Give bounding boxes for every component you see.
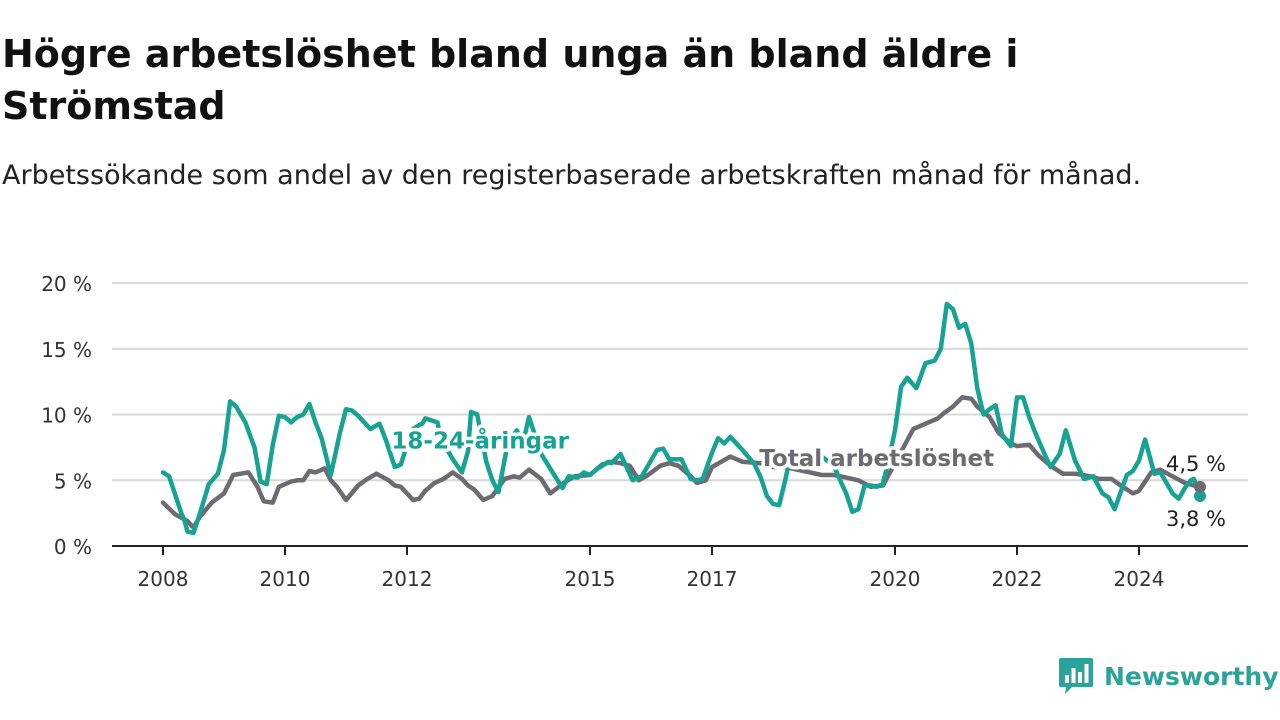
end-marker-0: [1194, 490, 1206, 503]
series-labels: 18-24-åringar Total arbetslöshet: [388, 424, 998, 475]
y-tick-label: 0 %: [54, 535, 92, 559]
x-tick-label: 2020: [870, 567, 921, 591]
page-title: Högre arbetslöshet bland unga än bland ä…: [2, 32, 1019, 128]
y-tick-label: 10 %: [41, 404, 92, 428]
series-label: Total arbetslöshet: [759, 446, 994, 472]
series-label: 18-24-åringar: [391, 428, 569, 455]
x-tick-label: 2017: [687, 567, 738, 591]
gridlines: [112, 282, 1248, 482]
newsworthy-logo[interactable]: Newsworthy: [1058, 654, 1279, 698]
series-lines: [160, 301, 1203, 536]
newsworthy-logo-text: Newsworthy: [1104, 661, 1279, 691]
series-line-1: [160, 395, 1203, 530]
y-tick-label: 15 %: [41, 338, 92, 362]
x-tick-label: 2022: [992, 567, 1043, 591]
x-tick-label: 2024: [1114, 567, 1165, 591]
end-value-label: 4,5 %: [1166, 452, 1226, 476]
newsworthy-logo-icon: [1059, 658, 1093, 694]
x-tick-label: 2015: [565, 567, 616, 591]
x-tick-label: 2008: [138, 567, 189, 591]
end-marker-1: [1194, 480, 1206, 493]
x-tick-label: 2012: [382, 567, 433, 591]
x-axis: 2008 2010 2012 2015 2017 2020 2022 2024: [112, 545, 1248, 591]
x-tick-label: 2010: [260, 567, 311, 591]
page-subtitle: Arbetssökande som andel av den registerb…: [2, 160, 1142, 191]
end-value-label: 3,8 %: [1166, 507, 1226, 531]
y-axis-ticks: 0 % 5 % 10 % 15 % 20 %: [41, 272, 92, 559]
y-tick-label: 5 %: [54, 469, 92, 493]
y-tick-label: 20 %: [41, 272, 92, 296]
series-line-0: [160, 301, 1203, 536]
end-markers: 3,8 % 4,5 %: [1163, 449, 1228, 533]
